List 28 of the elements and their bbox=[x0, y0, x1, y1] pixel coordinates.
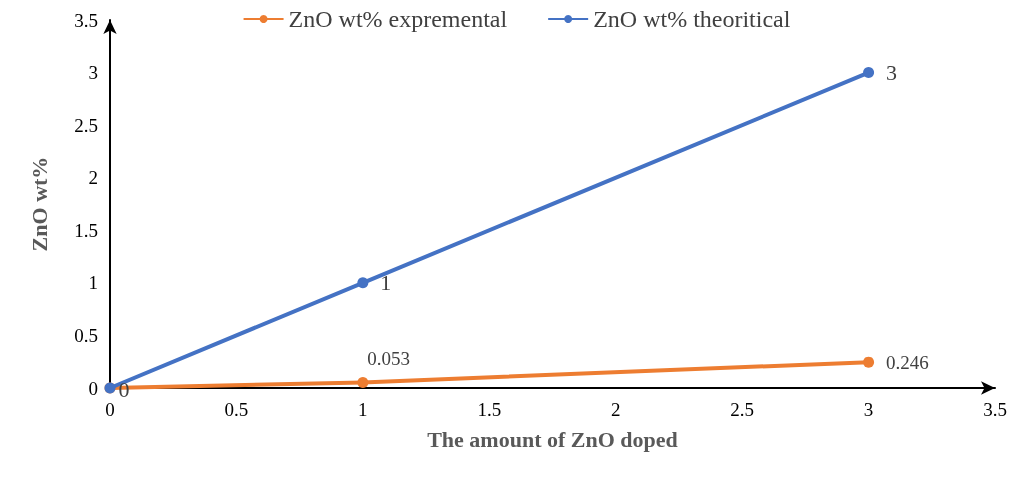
y-tick-label: 1 bbox=[88, 272, 98, 294]
data-label: 1 bbox=[380, 270, 392, 296]
point bbox=[863, 356, 875, 368]
legend-label: ZnO wt% expremental bbox=[288, 6, 508, 32]
y-tick-label: 1.5 bbox=[74, 219, 98, 241]
data-label: 0.053 bbox=[367, 347, 411, 369]
y-axis-title: ZnO wt% bbox=[26, 156, 52, 252]
point bbox=[357, 376, 369, 388]
data-label: 0.246 bbox=[886, 351, 929, 373]
y-tick-label: 3 bbox=[88, 62, 98, 84]
x-tick-label: 0 bbox=[105, 399, 115, 420]
x-tick-label: 3.5 bbox=[983, 399, 1007, 420]
x-tick-label: 1 bbox=[358, 399, 368, 420]
y-tick-label: 2 bbox=[88, 167, 98, 189]
y-tick-label: 0.5 bbox=[74, 324, 98, 346]
y-tick-label: 0 bbox=[88, 377, 98, 399]
point bbox=[357, 277, 369, 289]
x-tick-label: 3 bbox=[863, 399, 874, 420]
x-tick-label: 1.5 bbox=[477, 399, 502, 420]
x-tick-label: 0.5 bbox=[224, 399, 249, 420]
legend-label: ZnO wt% theoritical bbox=[593, 6, 791, 32]
x-tick-label: 2.5 bbox=[730, 399, 755, 420]
y-tick-label: 2.5 bbox=[74, 114, 98, 136]
data-label: 3 bbox=[886, 60, 898, 86]
x-tick-label: 2 bbox=[610, 399, 621, 420]
y-tick-label: 3.5 bbox=[74, 9, 98, 31]
point bbox=[863, 67, 875, 79]
x-axis-title: The amount of ZnO doped bbox=[427, 426, 678, 452]
